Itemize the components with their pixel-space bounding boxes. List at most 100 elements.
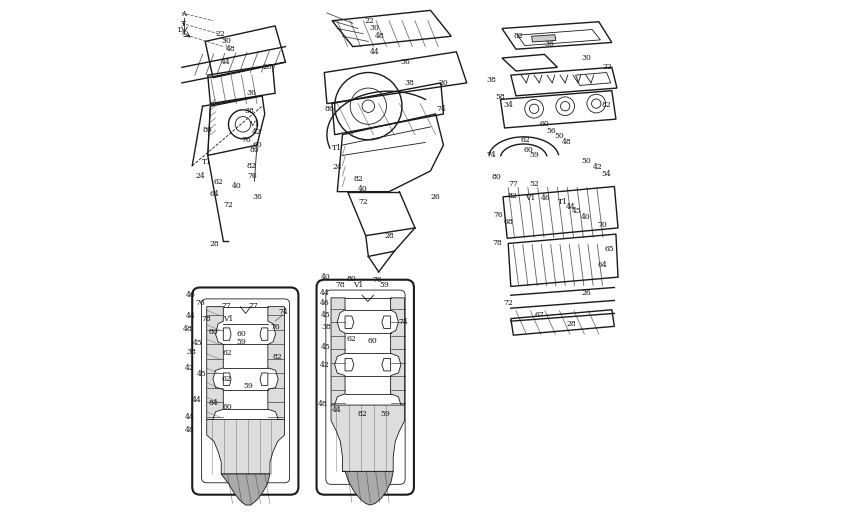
Text: L: L	[177, 26, 183, 34]
Text: 84: 84	[208, 399, 218, 407]
Polygon shape	[391, 298, 405, 405]
Text: 42: 42	[592, 163, 602, 171]
Text: 80: 80	[250, 146, 259, 154]
Text: 36: 36	[247, 89, 257, 97]
Text: 20: 20	[438, 79, 449, 87]
Polygon shape	[207, 307, 223, 420]
Text: 74: 74	[486, 151, 497, 160]
Text: 38: 38	[245, 107, 254, 116]
Polygon shape	[331, 405, 405, 471]
Text: 82: 82	[353, 175, 362, 183]
Text: 38: 38	[405, 79, 415, 87]
Text: 78: 78	[335, 281, 344, 289]
Text: 62: 62	[223, 349, 232, 357]
Text: 82: 82	[357, 410, 367, 419]
Text: T1: T1	[332, 143, 343, 152]
Polygon shape	[343, 471, 393, 505]
Text: 38: 38	[186, 348, 196, 356]
Text: 82: 82	[507, 192, 517, 200]
Text: 28: 28	[384, 232, 394, 240]
Text: 44: 44	[221, 58, 231, 66]
Text: 58: 58	[496, 93, 505, 102]
Text: 64: 64	[598, 261, 607, 269]
Text: 76: 76	[373, 276, 382, 284]
Text: 62: 62	[221, 375, 231, 383]
Text: 86: 86	[325, 105, 334, 113]
Text: 76: 76	[270, 323, 280, 332]
Polygon shape	[207, 420, 284, 474]
Text: 74: 74	[399, 318, 408, 326]
Text: 44: 44	[186, 312, 196, 320]
Text: 48: 48	[185, 426, 195, 434]
Text: 26: 26	[581, 289, 591, 297]
Text: 30: 30	[581, 54, 591, 62]
Text: 59: 59	[379, 281, 389, 289]
Text: 59: 59	[380, 410, 390, 419]
Polygon shape	[331, 298, 345, 405]
Text: 36: 36	[400, 58, 411, 66]
Text: 48: 48	[375, 32, 385, 40]
Text: 60: 60	[252, 141, 262, 149]
Text: 50: 50	[554, 132, 564, 140]
Text: 67: 67	[535, 311, 544, 319]
Text: 82: 82	[514, 32, 523, 40]
Text: V1: V1	[353, 281, 363, 289]
Text: 60: 60	[368, 337, 377, 345]
Text: 59: 59	[530, 151, 539, 160]
Text: 44: 44	[319, 289, 329, 297]
Text: 52: 52	[530, 180, 539, 188]
Text: T: T	[181, 20, 186, 28]
Text: 45: 45	[196, 370, 207, 378]
Text: 76: 76	[493, 211, 503, 219]
Text: A: A	[181, 9, 186, 18]
Text: 60: 60	[523, 146, 533, 154]
Text: 74: 74	[436, 105, 446, 113]
Text: 82: 82	[247, 162, 257, 170]
Text: 72: 72	[224, 200, 233, 209]
Text: V1: V1	[525, 194, 536, 202]
Text: 48: 48	[562, 138, 572, 147]
Text: 42: 42	[185, 364, 195, 372]
Text: 22: 22	[603, 63, 612, 71]
Text: 80: 80	[208, 327, 218, 336]
Text: 74: 74	[278, 308, 288, 316]
Text: 44: 44	[191, 396, 201, 404]
Text: 38: 38	[321, 323, 331, 332]
Polygon shape	[221, 474, 269, 505]
Text: V1: V1	[249, 120, 259, 128]
Text: 80: 80	[492, 173, 502, 181]
Polygon shape	[268, 307, 284, 420]
Text: 40: 40	[186, 291, 196, 299]
Text: 76: 76	[195, 299, 205, 307]
Text: 82: 82	[602, 100, 611, 109]
Text: 44: 44	[566, 203, 575, 211]
Text: 28: 28	[209, 240, 219, 249]
Text: 22: 22	[216, 30, 226, 38]
Text: 70: 70	[598, 221, 607, 229]
Text: 77: 77	[221, 301, 231, 310]
Text: 38: 38	[486, 76, 497, 84]
Text: 24: 24	[332, 163, 342, 171]
Text: 22: 22	[364, 17, 375, 25]
Text: 59: 59	[237, 338, 246, 346]
Text: 36: 36	[545, 40, 554, 48]
Text: 76: 76	[247, 172, 257, 180]
Text: 30: 30	[369, 24, 380, 33]
Text: 60: 60	[540, 120, 549, 128]
Text: 20: 20	[263, 63, 272, 71]
Text: 56: 56	[547, 126, 556, 135]
Text: 65: 65	[604, 244, 614, 253]
Text: 46: 46	[542, 194, 551, 202]
Text: 40: 40	[232, 182, 241, 191]
Text: 24: 24	[195, 172, 205, 180]
Text: 78: 78	[492, 239, 502, 248]
Text: 80: 80	[347, 275, 356, 283]
Text: 44: 44	[369, 48, 380, 56]
Text: 40: 40	[581, 212, 591, 221]
Text: 64: 64	[209, 190, 219, 198]
Text: 45: 45	[572, 207, 581, 215]
Text: 46: 46	[319, 299, 329, 307]
Text: 40: 40	[358, 185, 368, 193]
Text: 48: 48	[318, 400, 328, 408]
Text: 68: 68	[504, 218, 513, 226]
